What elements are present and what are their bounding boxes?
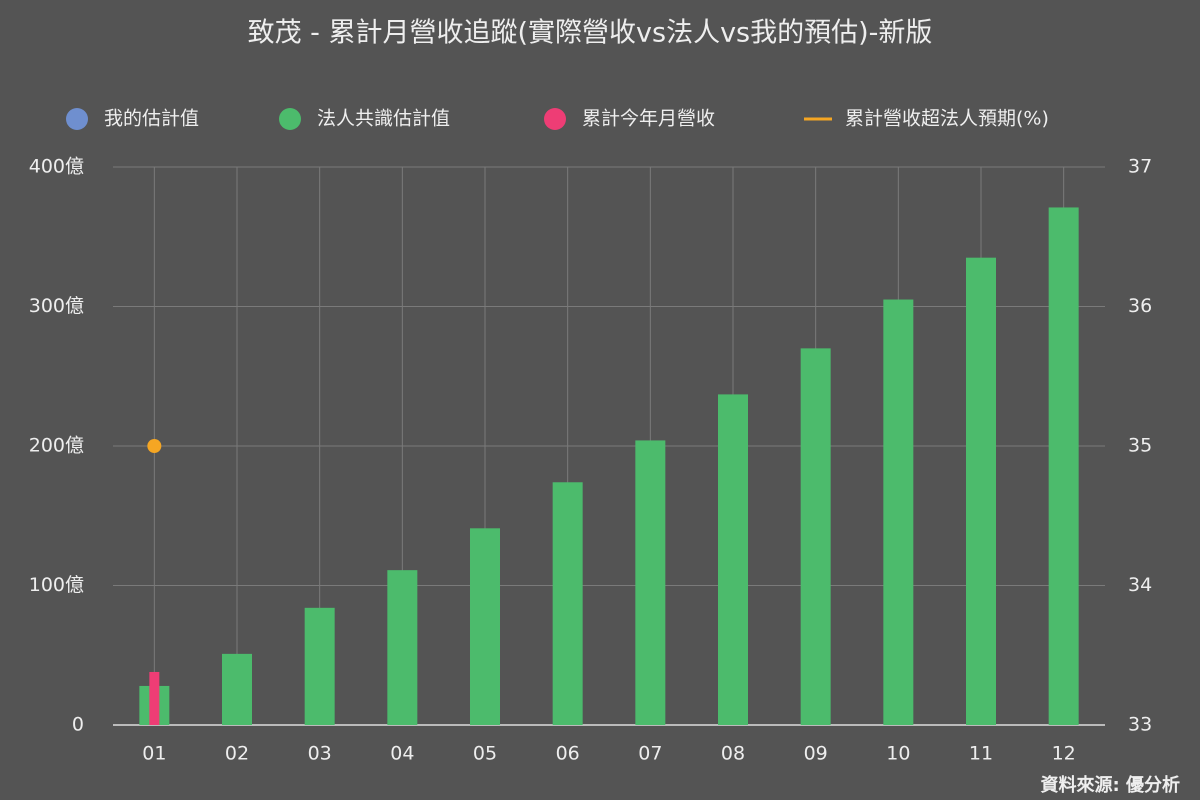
y2-tick-label: 33	[1128, 714, 1152, 736]
bar	[635, 440, 666, 725]
chart-title: 致茂 - 累計月營收追蹤(實際營收vs法人vs我的預估)-新版	[248, 18, 933, 49]
source: 資料來源: 優分析	[1041, 774, 1180, 796]
x-tick-label: 01	[142, 743, 166, 765]
bar	[470, 528, 500, 725]
bar	[387, 570, 418, 725]
x-tick-label: 06	[556, 743, 580, 765]
y-tick-label: 400億	[29, 156, 84, 178]
x-tick-label: 09	[804, 743, 828, 765]
legend-marker	[66, 108, 88, 130]
y-tick-label: 100億	[29, 574, 84, 596]
y2-tick-label: 37	[1128, 156, 1152, 178]
y2-tick-label: 34	[1128, 574, 1152, 596]
x-tick-label: 10	[886, 743, 910, 765]
bar	[222, 653, 252, 725]
x-tick-label: 08	[721, 743, 745, 765]
y2-tick-label: 35	[1128, 435, 1152, 457]
y-tick-label: 0	[72, 714, 84, 736]
legend-label: 累計營收超法人預期(%)	[845, 108, 1049, 130]
x-tick-label: 11	[969, 743, 993, 765]
x-tick-label: 07	[638, 743, 662, 765]
x-tick-label: 02	[225, 743, 249, 765]
legend-label: 我的估計值	[104, 108, 199, 130]
legend-label: 法人共識估計值	[317, 108, 450, 130]
x-tick-label: 04	[390, 743, 414, 765]
y-tick-label: 300億	[29, 295, 84, 317]
bar	[718, 394, 748, 725]
bar	[552, 482, 583, 725]
legend-marker	[279, 108, 301, 130]
x-tick-label: 12	[1052, 743, 1076, 765]
bar	[149, 671, 160, 725]
bar	[800, 348, 831, 725]
x-tick-label: 05	[473, 743, 497, 765]
y-tick-label: 200億	[29, 435, 84, 457]
bar	[966, 257, 996, 725]
line-point	[147, 439, 162, 453]
legend-label: 累計今年月營收	[582, 108, 715, 130]
legend-marker	[544, 108, 566, 130]
x-tick-label: 03	[308, 743, 332, 765]
bar	[1048, 207, 1079, 725]
bar	[304, 607, 335, 725]
y2-tick-label: 36	[1128, 295, 1152, 317]
bar	[883, 299, 914, 725]
